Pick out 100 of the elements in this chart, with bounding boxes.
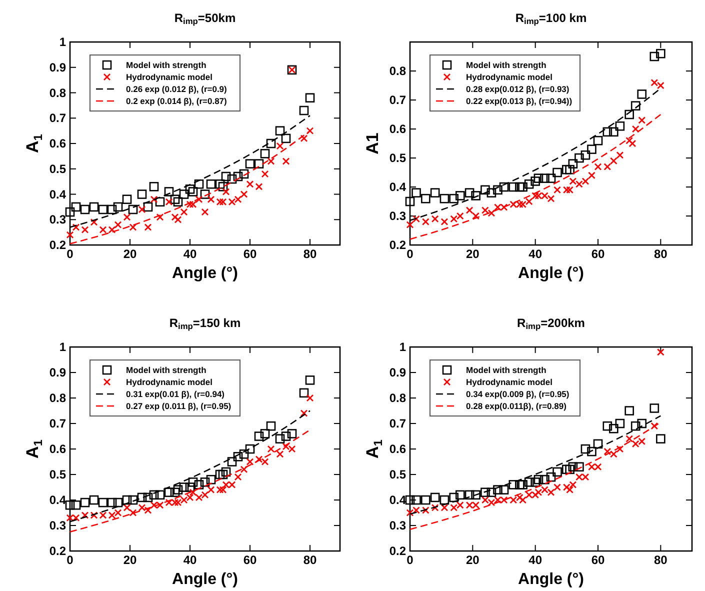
y-tick-label: 0.4	[49, 493, 66, 507]
point	[143, 492, 153, 502]
point	[440, 194, 450, 204]
y-tick-label: 0.4	[49, 187, 66, 202]
chart-title: R$_{imp}$=200km	[517, 316, 585, 332]
point	[540, 474, 550, 484]
chart-title: R$_{imp}$=100 km	[515, 11, 587, 26]
point	[246, 458, 254, 466]
point	[650, 404, 660, 413]
point	[656, 48, 666, 58]
point	[593, 439, 603, 449]
point	[180, 208, 188, 216]
y-tick-label: 0.4	[389, 180, 406, 194]
point	[245, 159, 255, 168]
point	[185, 184, 195, 194]
y-tick-label: 0.8	[49, 86, 66, 100]
point	[165, 198, 173, 206]
x-axis-title: Angle (°)	[172, 571, 238, 588]
x-tick-label: 60	[243, 247, 257, 261]
x-tick-label: 40	[528, 553, 542, 567]
point	[587, 446, 596, 456]
x-tick-label: 20	[466, 553, 480, 567]
point	[195, 196, 203, 204]
x-tick-label: 40	[183, 553, 197, 567]
point	[637, 90, 647, 99]
y-tick-label: 0.5	[49, 162, 66, 176]
point	[174, 216, 182, 224]
point	[113, 202, 123, 212]
point	[150, 196, 158, 204]
point	[122, 495, 132, 505]
point	[299, 388, 309, 398]
point	[568, 462, 578, 472]
point	[609, 127, 618, 137]
point	[412, 495, 421, 505]
point	[240, 190, 248, 198]
point	[72, 224, 80, 231]
x-tick-label: 20	[466, 247, 480, 261]
point	[164, 187, 174, 196]
point	[260, 429, 270, 438]
point	[430, 492, 440, 502]
point	[615, 418, 625, 428]
legend-label: 0.31 exp(0.01 β), (r=0.94)	[126, 389, 225, 399]
y-tick-label: 0.7	[389, 416, 406, 430]
point	[518, 480, 528, 490]
point	[122, 194, 132, 204]
legend-label: 0.28 exp(0.011β), (r=0.89)	[466, 401, 567, 411]
point	[239, 169, 249, 179]
point	[508, 480, 518, 490]
point	[615, 121, 625, 131]
y-tick-label: 0.2	[49, 238, 66, 252]
point	[216, 198, 224, 206]
point	[524, 179, 534, 189]
y-axis-title: A1	[363, 132, 382, 154]
point	[480, 488, 490, 497]
point	[276, 142, 284, 150]
point	[299, 106, 309, 116]
point	[515, 182, 524, 192]
point	[480, 185, 490, 195]
point	[471, 490, 480, 500]
y-tick-label: 1	[59, 340, 66, 354]
point	[464, 188, 474, 198]
point	[189, 488, 197, 496]
point	[587, 144, 596, 154]
point	[254, 432, 264, 441]
point	[562, 164, 572, 174]
x-tick-label: 0	[406, 247, 414, 261]
point	[201, 208, 209, 216]
x-tick-label: 80	[303, 247, 317, 261]
point	[66, 231, 74, 239]
legend-label: Model with strength	[466, 60, 546, 70]
point	[227, 174, 237, 184]
point	[306, 394, 314, 402]
point	[287, 429, 297, 438]
point	[626, 136, 634, 144]
y-tick-label: 0.7	[49, 416, 66, 430]
y-tick-label: 0.5	[389, 468, 406, 482]
legend-label: Hydrodynamic model	[466, 377, 552, 387]
point	[137, 492, 147, 502]
point	[493, 185, 502, 195]
point	[227, 457, 237, 466]
point	[129, 509, 137, 516]
legend-label: 0.27 exp (0.011 β), (r=0.95)	[126, 401, 232, 411]
point	[155, 197, 165, 207]
point	[194, 480, 204, 490]
x-tick-label: 80	[654, 247, 668, 261]
point	[455, 191, 465, 200]
point	[580, 444, 590, 454]
point	[449, 492, 459, 502]
point	[616, 445, 624, 453]
point	[156, 213, 164, 221]
legend-label: Hydrodynamic model	[126, 72, 212, 82]
point	[593, 136, 603, 146]
point	[440, 218, 448, 226]
point	[421, 495, 430, 505]
y-tick-label: 0.5	[389, 151, 406, 165]
point	[234, 473, 242, 481]
point	[650, 422, 658, 430]
line-series	[409, 422, 662, 530]
point	[123, 504, 131, 512]
point	[530, 478, 540, 487]
